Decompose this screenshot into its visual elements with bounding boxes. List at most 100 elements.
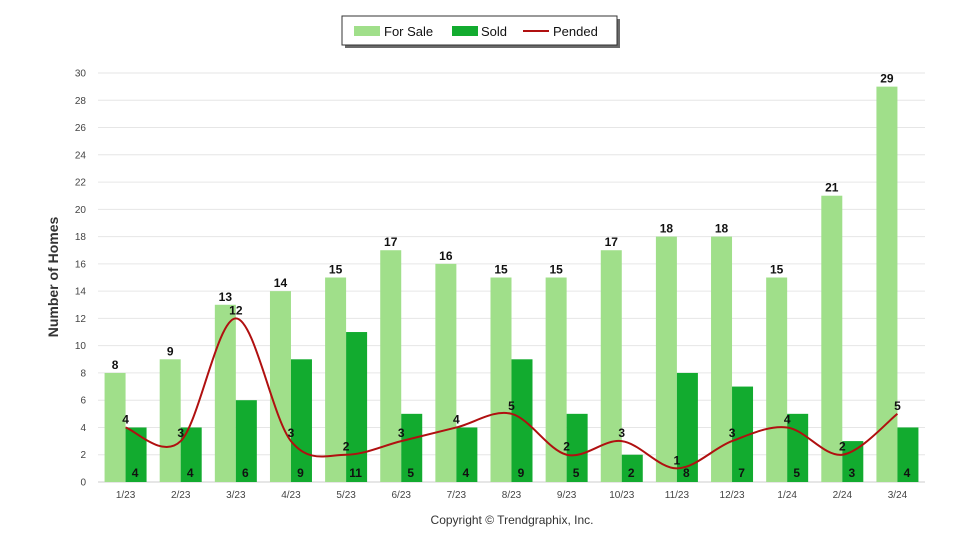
x-tick-label: 1/23 (116, 490, 136, 501)
data-label-pended: 2 (563, 440, 570, 454)
x-tick-label: 4/23 (281, 490, 301, 501)
y-tick-label: 10 (75, 341, 87, 352)
data-label-pended: 3 (618, 426, 625, 440)
x-axis-ticks: 1/23 2/23 3/23 4/23 5/23 6/23 7/23 8/23 9/23 10/2… (116, 490, 908, 501)
y-tick-label: 0 (80, 478, 86, 489)
data-label-sold: 4 (463, 466, 470, 480)
data-label-sold: 4 (187, 466, 194, 480)
data-label-sold: 6 (242, 466, 249, 480)
data-label-sold: 11 (349, 466, 362, 480)
bar-sold (180, 427, 202, 482)
legend-swatch-for-sale (354, 26, 380, 36)
data-label-pended: 3 (288, 426, 295, 440)
data-label-for-sale: 8 (112, 358, 119, 372)
x-tick-label: 2/24 (833, 490, 853, 501)
data-label-sold: 8 (683, 466, 690, 480)
data-label-for-sale: 14 (274, 276, 288, 290)
data-label-for-sale: 16 (439, 249, 453, 263)
data-label-pended: 5 (894, 399, 901, 413)
bar-sold (456, 427, 478, 482)
bar-for-sale (380, 250, 402, 482)
bar-for-sale (821, 195, 843, 482)
legend-label-sold: Sold (481, 24, 507, 39)
data-label-sold: 5 (793, 466, 800, 480)
x-tick-label: 10/23 (609, 490, 634, 501)
data-label-sold: 4 (132, 466, 139, 480)
bar-sold (897, 427, 919, 482)
y-tick-label: 22 (75, 178, 87, 189)
bar-for-sale (655, 236, 677, 482)
y-tick-label: 8 (80, 368, 86, 379)
bar-sold (235, 400, 257, 482)
bar-for-sale (545, 277, 567, 482)
bar-for-sale (214, 304, 236, 482)
y-tick-label: 14 (75, 287, 87, 298)
bar-for-sale (766, 277, 788, 482)
pended-line (125, 317, 899, 470)
data-label-pended: 12 (229, 303, 243, 317)
legend-label-for-sale: For Sale (384, 24, 433, 39)
data-label-pended: 5 (508, 399, 515, 413)
x-tick-label: 3/24 (888, 490, 908, 501)
data-label-sold: 7 (738, 466, 745, 480)
data-label-sold: 5 (573, 466, 580, 480)
y-tick-label: 2 (80, 450, 86, 461)
bar-for-sale (435, 263, 457, 482)
bar-for-sale (104, 372, 126, 482)
bar-sold (566, 413, 588, 482)
data-label-for-sale: 17 (384, 235, 398, 249)
data-label-for-sale: 18 (660, 222, 674, 236)
y-tick-label: 28 (75, 96, 87, 107)
data-label-pended: 4 (453, 412, 460, 426)
bar-sold (676, 372, 698, 482)
x-tick-label: 5/23 (336, 490, 356, 501)
data-label-pended: 4 (784, 412, 791, 426)
y-tick-label: 24 (75, 150, 87, 161)
bar-sold (842, 441, 864, 482)
data-label-for-sale: 15 (494, 263, 508, 277)
bar-for-sale (876, 86, 898, 482)
bar-for-sale (325, 277, 347, 482)
data-label-for-sale: 9 (167, 344, 174, 358)
y-tick-label: 26 (75, 123, 87, 134)
y-tick-label: 20 (75, 205, 87, 216)
x-tick-label: 12/23 (720, 490, 745, 501)
y-axis-label: Number of Homes (45, 217, 61, 338)
data-label-pended: 1 (674, 453, 681, 467)
y-tick-label: 12 (75, 314, 87, 325)
data-label-pended: 3 (729, 426, 736, 440)
data-label-pended: 2 (839, 440, 846, 454)
x-tick-label: 6/23 (391, 490, 411, 501)
data-label-sold: 5 (407, 466, 414, 480)
data-label-sold: 9 (297, 466, 304, 480)
data-label-sold: 2 (628, 466, 635, 480)
x-tick-label: 7/23 (447, 490, 467, 501)
x-tick-label: 8/23 (502, 490, 522, 501)
y-tick-label: 16 (75, 259, 87, 270)
bar-sold (401, 413, 423, 482)
legend-label-pended: Pended (553, 24, 598, 39)
pended-line-layer (125, 317, 899, 470)
data-label-for-sale: 13 (219, 290, 233, 304)
copyright-credit: Copyright © Trendgraphix, Inc. (431, 513, 594, 527)
legend: For Sale Sold Pended (341, 15, 620, 48)
data-label-for-sale: 21 (825, 181, 839, 195)
data-label-for-sale: 15 (770, 263, 784, 277)
x-tick-label: 9/23 (557, 490, 577, 501)
bar-sold (125, 427, 147, 482)
bar-sold (732, 386, 754, 482)
x-tick-label: 11/23 (665, 490, 690, 501)
x-tick-label: 3/23 (226, 490, 246, 501)
data-label-pended: 3 (398, 426, 405, 440)
data-label-pended: 3 (177, 426, 184, 440)
legend-box (341, 15, 618, 46)
data-label-for-sale: 18 (715, 222, 729, 236)
bar-sold (621, 454, 643, 482)
y-tick-label: 6 (80, 396, 86, 407)
bar-for-sale (711, 236, 733, 482)
bar-for-sale (159, 359, 181, 482)
x-tick-label: 1/24 (777, 490, 797, 501)
data-label-for-sale: 29 (880, 72, 894, 86)
data-labels: 8494136149151117516415915517218818715521… (112, 72, 911, 480)
